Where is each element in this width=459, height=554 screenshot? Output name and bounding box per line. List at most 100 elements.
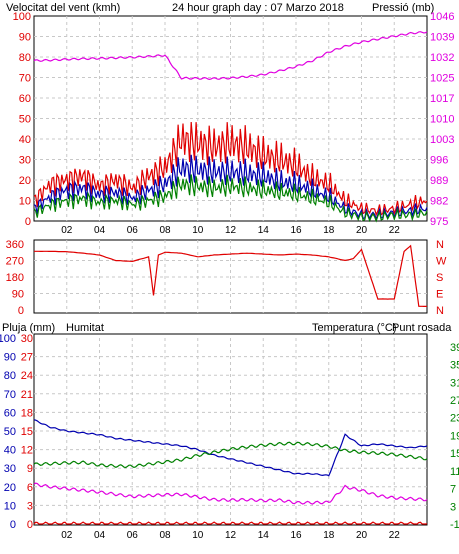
temperature-y-tick: 31 — [450, 377, 459, 389]
wind-y-tick: 60 — [19, 93, 31, 105]
x-tick: 18 — [323, 530, 335, 541]
series-gust_avg-line — [33, 154, 428, 221]
rain-y-tick: 15 — [21, 426, 33, 438]
series-wind-line — [33, 521, 428, 525]
x-tick: 14 — [258, 530, 270, 541]
wind-axis-title: Velocitat del vent (kmh) — [6, 2, 120, 14]
x-tick: 16 — [290, 530, 302, 541]
humidity-y-tick: 0 — [10, 519, 16, 531]
rain-y-tick: 30 — [21, 333, 33, 345]
pressure-y-tick: 1017 — [430, 93, 454, 105]
pressure-y-tick: 996 — [430, 155, 448, 167]
temperature-axis-title: Temperatura (°C) — [312, 322, 396, 334]
temperature-y-tick: 39 — [450, 342, 459, 354]
rain-y-tick: 18 — [21, 407, 33, 419]
temperature-y-tick: 27 — [450, 395, 459, 407]
wind-y-tick: 80 — [19, 52, 31, 64]
series-green-line — [33, 441, 428, 469]
x-tick: 02 — [61, 225, 73, 236]
temperature-y-tick: 19 — [450, 430, 459, 442]
humidity-y-tick: 90 — [4, 352, 16, 364]
pressure-y-tick: 1010 — [430, 114, 454, 126]
rain-y-tick: 21 — [21, 389, 33, 401]
panel-rain-humidity-temp — [33, 333, 428, 526]
pressure-y-tick: 989 — [430, 175, 448, 187]
wind-y-tick: 30 — [19, 155, 31, 167]
compass-tick: S — [436, 272, 443, 284]
rain-y-tick: 3 — [27, 500, 33, 512]
x-tick: 14 — [258, 225, 270, 236]
x-tick: 06 — [127, 225, 139, 236]
wind-y-tick: 90 — [19, 32, 31, 44]
humidity-y-tick: 100 — [0, 333, 16, 345]
rain-y-tick: 24 — [21, 370, 33, 382]
direction-y-tick: 0 — [18, 305, 24, 317]
x-tick: 22 — [389, 530, 401, 541]
compass-tick: W — [436, 256, 447, 268]
direction-y-tick: 360 — [6, 239, 24, 251]
humidity-y-tick: 30 — [4, 463, 16, 475]
humidity-y-tick: 40 — [4, 445, 16, 457]
series-green-line — [33, 174, 428, 223]
rain-y-tick: 9 — [27, 463, 33, 475]
x-tick: 18 — [323, 225, 335, 236]
x-tick: 10 — [192, 530, 204, 541]
x-tick: 04 — [94, 225, 106, 236]
wind-y-tick: 0 — [25, 216, 31, 228]
humidity-y-tick: 10 — [4, 500, 16, 512]
rain-axis-title: Pluja (mm) — [2, 322, 55, 334]
humidity-axis-title: Humitat — [66, 322, 104, 334]
x-tick: 12 — [225, 530, 237, 541]
pressure-axis-title: Pressió (mb) — [372, 2, 434, 14]
series-wind-line — [33, 121, 428, 217]
wind-y-tick: 10 — [19, 196, 31, 208]
x-tick: 20 — [356, 225, 368, 236]
x-tick: 06 — [127, 530, 139, 541]
rain-y-tick: 27 — [21, 352, 33, 364]
dewpoint-axis-title: Punt rosada — [392, 322, 452, 334]
wind-y-tick: 20 — [19, 175, 31, 187]
wind-y-tick: 50 — [19, 114, 31, 126]
pressure-y-tick: 982 — [430, 196, 448, 208]
temperature-y-tick: -1 — [450, 519, 459, 531]
temperature-y-tick: 35 — [450, 360, 459, 372]
x-tick: 10 — [192, 225, 204, 236]
rain-y-tick: 0 — [27, 519, 33, 531]
x-tick: 22 — [389, 225, 401, 236]
rain-y-tick: 12 — [21, 445, 33, 457]
direction-y-tick: 180 — [6, 272, 24, 284]
x-tick: 08 — [159, 225, 171, 236]
temperature-y-tick: 7 — [450, 484, 456, 496]
x-tick: 20 — [356, 530, 368, 541]
pressure-y-tick: 975 — [430, 216, 448, 228]
x-tick: 16 — [290, 225, 302, 236]
humidity-y-tick: 50 — [4, 426, 16, 438]
pressure-y-tick: 1025 — [430, 73, 454, 85]
wind-y-tick: 40 — [19, 134, 31, 146]
direction-line — [34, 244, 428, 307]
wind-y-tick: 70 — [19, 73, 31, 85]
direction-y-tick: 270 — [6, 256, 24, 268]
series-pressure-line — [33, 482, 428, 505]
x-tick: 04 — [94, 530, 106, 541]
rain-y-tick: 6 — [27, 482, 33, 494]
humidity-y-tick: 20 — [4, 482, 16, 494]
temperature-y-tick: 15 — [450, 448, 459, 460]
x-tick: 08 — [159, 530, 171, 541]
wind-y-tick: 100 — [13, 11, 31, 23]
direction-y-tick: 90 — [12, 289, 24, 301]
pressure-y-tick: 1039 — [430, 32, 454, 44]
pressure-y-tick: 1003 — [430, 134, 454, 146]
chart-title: 24 hour graph day : 07 Marzo 2018 — [172, 2, 344, 14]
pressure-y-tick: 1046 — [430, 11, 454, 23]
humidity-y-tick: 80 — [4, 370, 16, 382]
series-gust_avg-line — [33, 419, 428, 477]
temperature-y-tick: 11 — [450, 466, 459, 478]
compass-tick: N — [436, 305, 444, 317]
humidity-y-tick: 70 — [4, 389, 16, 401]
pressure-y-tick: 1032 — [430, 52, 454, 64]
compass-tick: E — [436, 289, 443, 301]
humidity-y-tick: 60 — [4, 407, 16, 419]
x-tick: 12 — [225, 225, 237, 236]
